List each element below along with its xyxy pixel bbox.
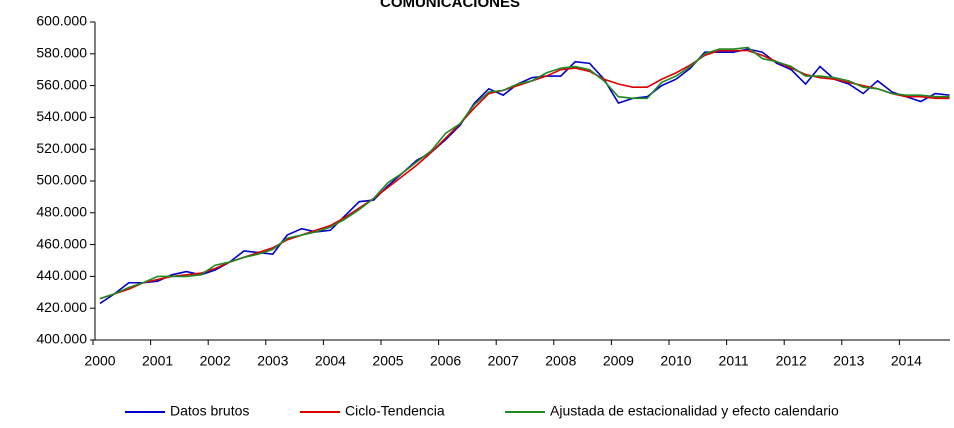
x-tick-label: 2012 <box>776 353 807 369</box>
x-tick-label: 2010 <box>660 353 691 369</box>
x-tick-label: 2001 <box>142 353 173 369</box>
x-tick-label: 2014 <box>891 353 922 369</box>
legend-label: Datos brutos <box>170 403 249 419</box>
legend-label: Ciclo-Tendencia <box>345 403 445 419</box>
x-tick-label: 2006 <box>430 353 461 369</box>
y-tick-label: 520.000 <box>36 140 87 156</box>
x-tick-label: 2000 <box>84 353 115 369</box>
y-tick-label: 560.000 <box>36 76 87 92</box>
x-tick-label: 2009 <box>603 353 634 369</box>
series-line <box>99 48 950 305</box>
x-tick-label: 2003 <box>257 353 288 369</box>
x-tick-label: 2007 <box>488 353 519 369</box>
y-tick-label: 420.000 <box>36 299 87 315</box>
x-tick-label: 2002 <box>200 353 231 369</box>
x-tick-label: 2011 <box>719 353 749 369</box>
y-tick-label: 540.000 <box>36 108 87 124</box>
y-tick-label: 440.000 <box>36 267 87 283</box>
x-tick-label: 2013 <box>833 353 864 369</box>
y-tick-label: 400.000 <box>36 331 87 347</box>
y-tick-label: 580.000 <box>36 45 87 61</box>
x-tick-label: 2005 <box>372 353 403 369</box>
series-line <box>99 46 950 300</box>
chart-title: COMUNICACIONES <box>380 0 520 11</box>
x-tick-label: 2008 <box>545 353 576 369</box>
y-tick-label: 460.000 <box>36 235 87 251</box>
y-tick-label: 480.000 <box>36 204 87 220</box>
x-tick-label: 2004 <box>315 353 346 369</box>
y-tick-label: 600.000 <box>36 13 87 29</box>
series-line <box>99 49 950 300</box>
legend-label: Ajustada de estacionalidad y efecto cale… <box>550 403 839 419</box>
y-tick-label: 500.000 <box>36 172 87 188</box>
